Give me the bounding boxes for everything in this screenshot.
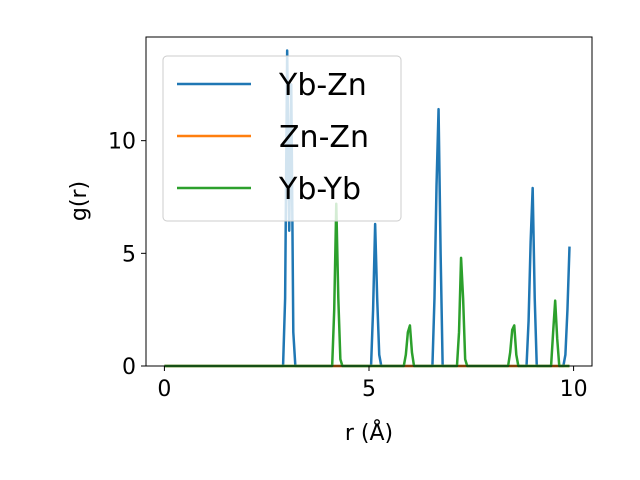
y-tick-label: 5 [122,242,136,267]
y-axis-label: g(r) [67,181,92,221]
x-tick-label: 0 [157,377,171,402]
y-tick-label: 10 [108,130,136,155]
ticks-layer: 0 5 10 0 5 10 [108,130,588,402]
legend-label-yb-yb: Yb-Yb [278,172,361,207]
y-tick-label: 0 [122,355,136,380]
legend-label-yb-zn: Yb-Zn [278,68,367,103]
x-axis-label: r (Å) [345,419,393,446]
legend-box [162,55,402,222]
x-tick-label: 10 [560,377,588,402]
legend-label-zn-zn: Zn-Zn [279,120,369,155]
legend: Yb-Zn Zn-Zn Yb-Yb [162,55,402,222]
x-tick-label: 5 [362,377,376,402]
